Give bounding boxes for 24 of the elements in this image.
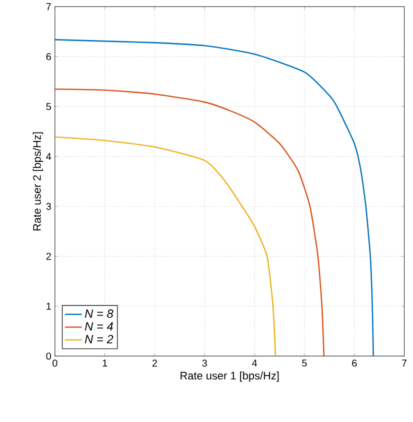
y-tick-label: 6 (46, 53, 51, 60)
x-tick-label: 5 (302, 360, 307, 367)
x-tick-label: 3 (202, 360, 207, 367)
y-tick-label: 7 (46, 3, 51, 10)
y-tick-label: 4 (46, 153, 51, 160)
legend-label: N = 2 (84, 334, 114, 344)
x-tick-label: 2 (152, 360, 157, 367)
x-tick-label: 6 (352, 360, 357, 367)
x-tick-label: 7 (402, 360, 406, 366)
y-tick-label: 1 (46, 302, 51, 310)
y-tick-label: 0 (46, 352, 51, 360)
y-tick-label: 2 (46, 252, 51, 260)
line-series (54, 39, 374, 356)
y-tick-label: 3 (46, 202, 51, 210)
line-series (54, 88, 324, 356)
x-axis-title: Rate user 1 [bps/Hz] (180, 372, 279, 382)
x-tick-label: 4 (252, 360, 257, 366)
x-tick-label: 0 (52, 360, 58, 367)
legend-label: N = 4 (84, 322, 113, 330)
x-tick-label: 1 (102, 360, 107, 366)
line-series (54, 136, 276, 356)
legend-label: N = 8 (84, 309, 114, 318)
y-tick-label: 5 (46, 103, 51, 110)
y-axis-title: Rate user 2 [bps/Hz] (32, 132, 43, 230)
